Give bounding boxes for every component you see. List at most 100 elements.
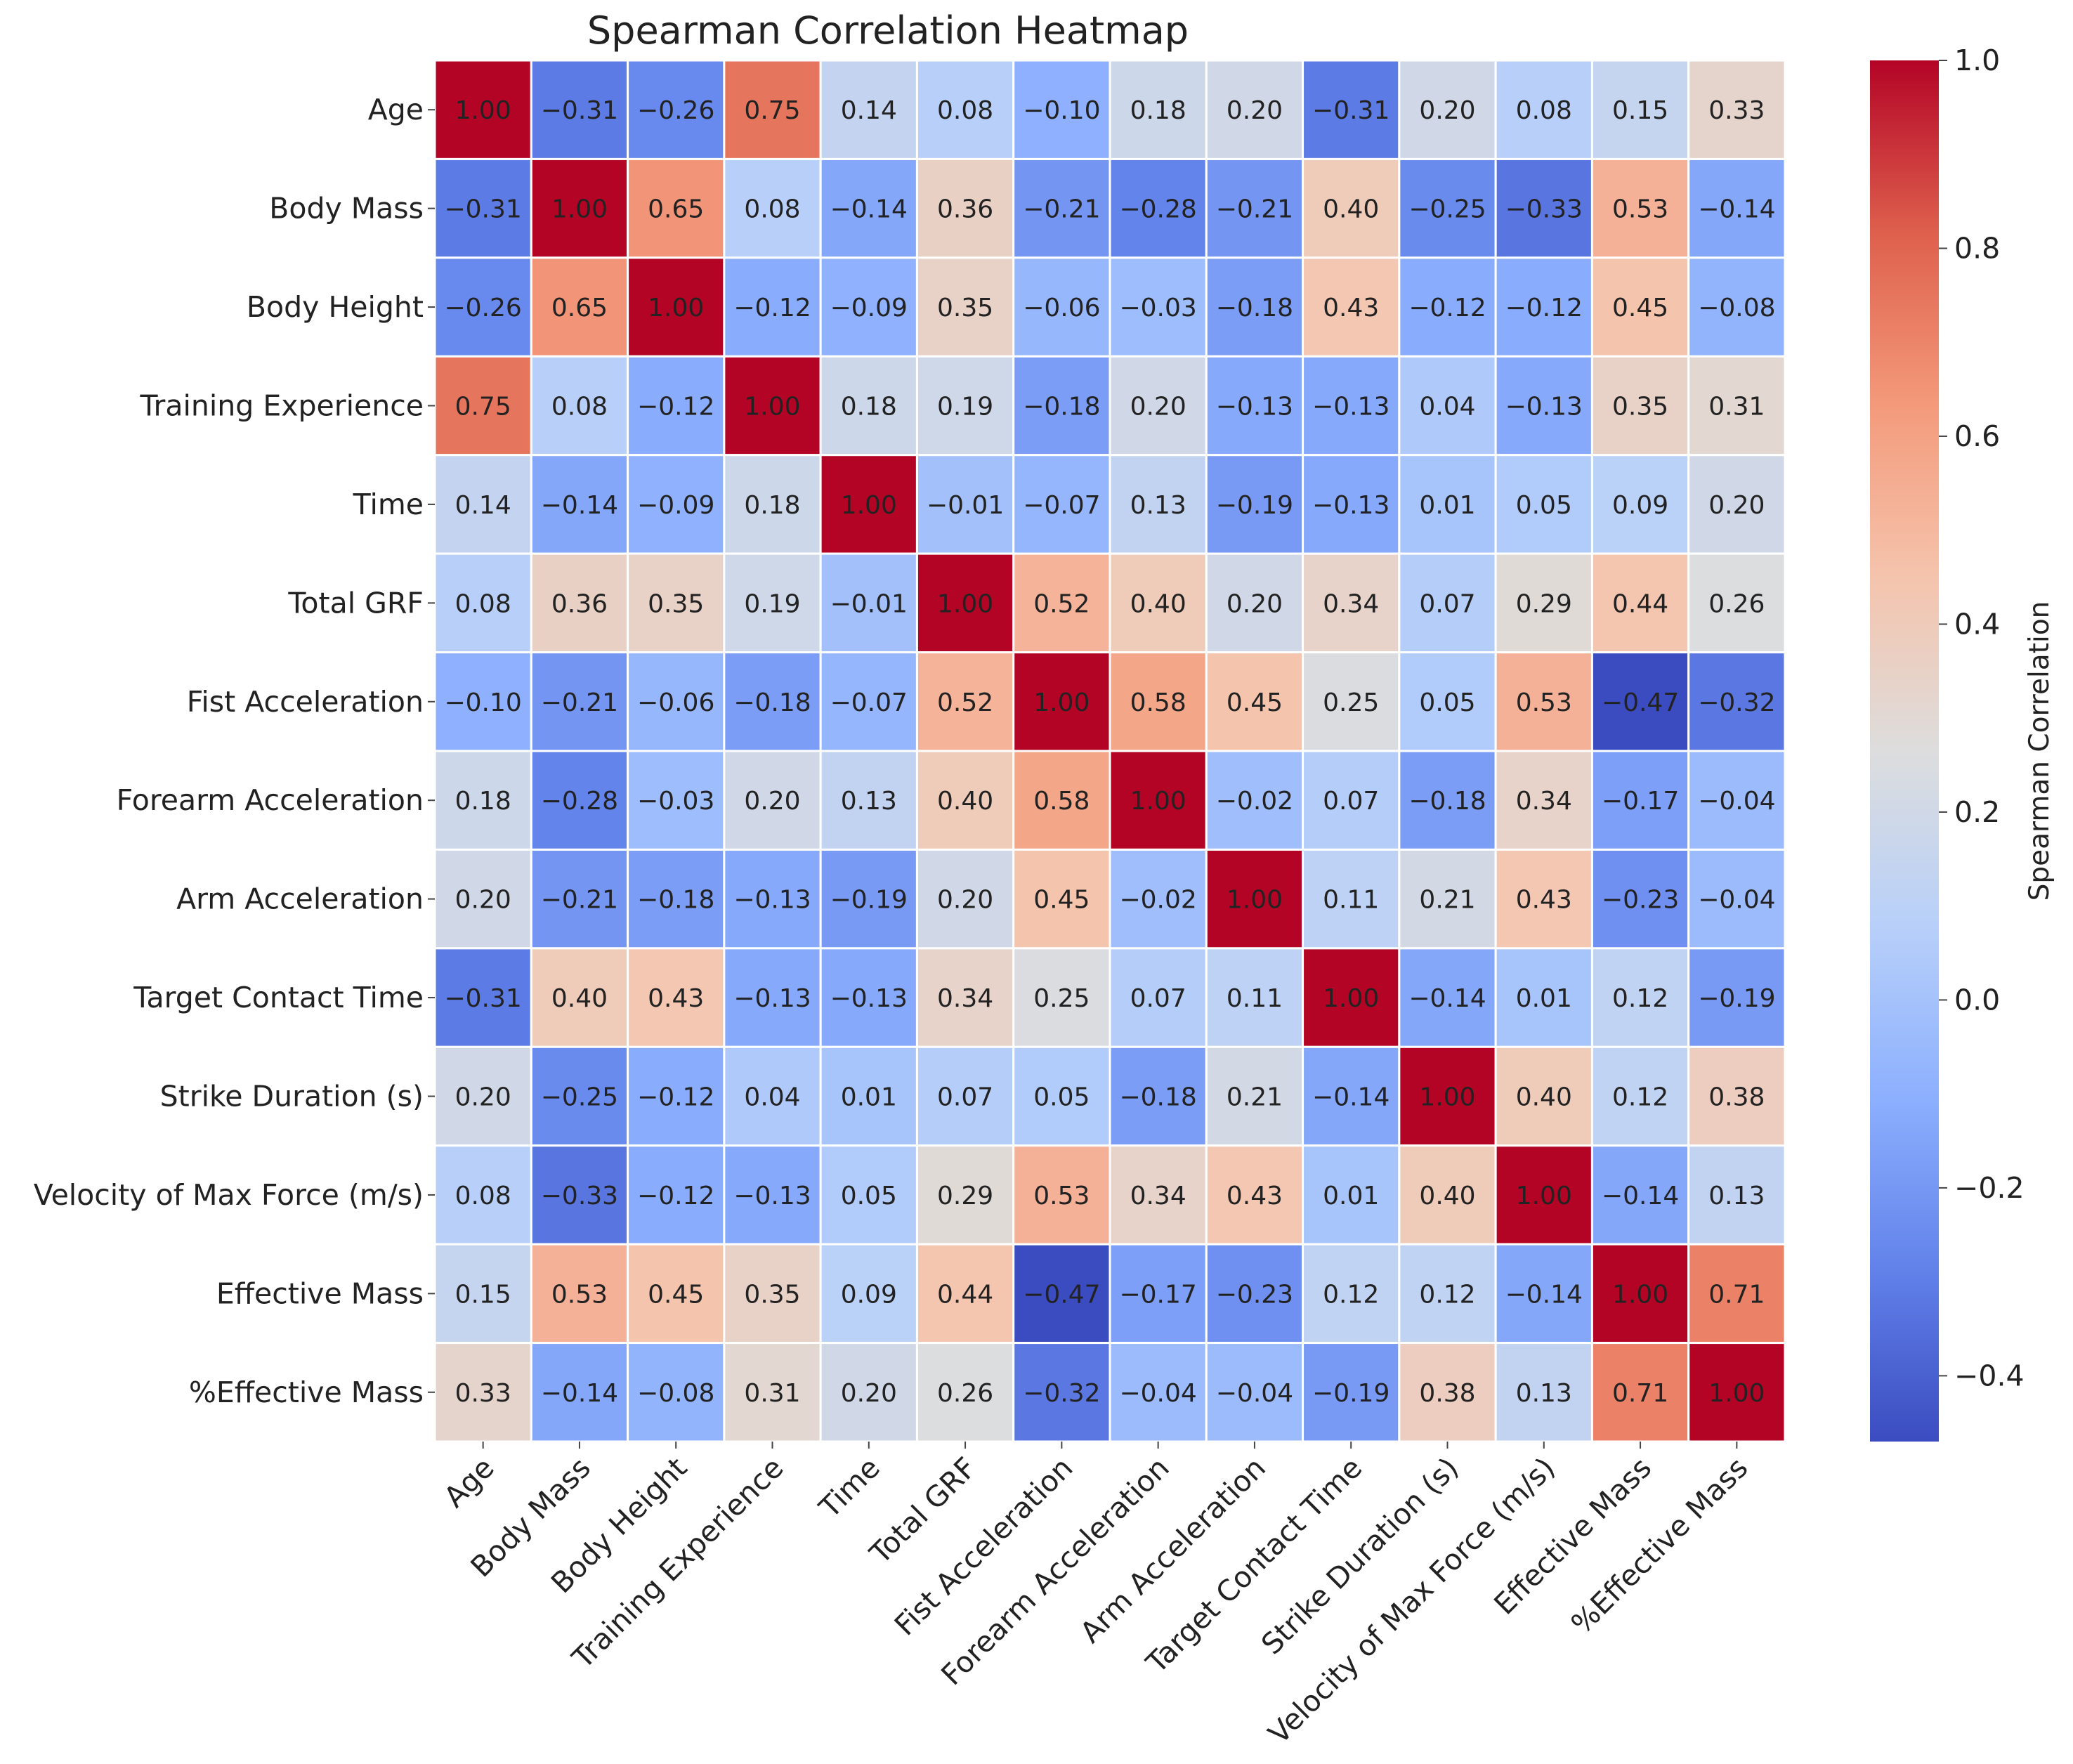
- cell-value: −0.01: [927, 491, 1004, 520]
- heatmap-cell: [1687, 1144, 1786, 1246]
- cell-value: 0.26: [1708, 589, 1765, 618]
- cell-value: 0.11: [1227, 984, 1283, 1013]
- cell-value: −0.19: [1312, 1379, 1389, 1408]
- heatmap-cell: [723, 355, 822, 457]
- cell-value: 0.43: [1227, 1182, 1283, 1210]
- cell-value: 1.00: [1612, 1280, 1668, 1309]
- cell-value: −0.17: [1602, 787, 1679, 816]
- cell-value: −0.21: [541, 688, 618, 717]
- cell-value: −0.32: [1023, 1379, 1100, 1408]
- heatmap-cell: [1494, 947, 1593, 1048]
- heatmap-cell: [433, 256, 532, 358]
- cell-value: 0.20: [1708, 491, 1765, 520]
- cell-value: −0.28: [1119, 195, 1196, 224]
- heatmap-cell: [1687, 157, 1786, 259]
- row-label: Age: [368, 93, 424, 126]
- cell-value: 1.00: [841, 491, 897, 520]
- row-label: Fist Acceleration: [187, 685, 424, 719]
- cell-value: 0.01: [841, 1083, 897, 1112]
- cell-value: 0.21: [1227, 1083, 1283, 1112]
- cell-value: 0.15: [1612, 96, 1668, 125]
- cell-value: −0.31: [444, 195, 521, 224]
- cell-value: −0.47: [1602, 688, 1679, 717]
- heatmap-cell: [1687, 552, 1786, 654]
- cell-value: −0.08: [1698, 294, 1775, 322]
- cell-value: 0.14: [841, 96, 897, 125]
- cell-value: 1.00: [1323, 984, 1379, 1013]
- cell-value: 0.43: [648, 984, 704, 1013]
- cell-value: 0.20: [1227, 96, 1283, 125]
- cell-value: −0.02: [1119, 886, 1196, 915]
- cell-value: 0.07: [1130, 984, 1186, 1013]
- cell-value: −0.12: [637, 1182, 714, 1210]
- heatmap-cell: [1205, 1342, 1304, 1443]
- cell-value: 0.15: [455, 1280, 511, 1309]
- cell-value: −0.25: [1408, 195, 1486, 224]
- row-label: Forearm Acceleration: [117, 783, 424, 817]
- cell-value: −0.14: [1505, 1280, 1583, 1309]
- heatmap-cell: [1109, 947, 1208, 1048]
- cell-value: 0.01: [1323, 1182, 1379, 1210]
- row-label: %Effective Mass: [189, 1376, 424, 1409]
- heatmap-cell: [723, 848, 822, 950]
- heatmap-cell: [1398, 1243, 1497, 1345]
- heatmap-cell: [1590, 552, 1690, 654]
- heatmap-cell: [1302, 1243, 1401, 1345]
- column-label: Arm Acceleration: [1073, 1451, 1272, 1649]
- cell-value: 0.71: [1708, 1280, 1765, 1309]
- column-label: Fist Acceleration: [888, 1451, 1079, 1642]
- cell-value: −0.02: [1216, 787, 1293, 816]
- row-label: Arm Acceleration: [176, 882, 424, 916]
- row-label: Body Mass: [269, 192, 424, 226]
- cell-value: −0.21: [1023, 195, 1100, 224]
- cell-value: −0.08: [637, 1379, 714, 1408]
- heatmap-cell: [723, 750, 822, 851]
- heatmap-cell: [1109, 157, 1208, 259]
- cell-value: 0.20: [744, 787, 800, 816]
- heatmap-cell: [915, 1144, 1015, 1246]
- cell-value: 0.07: [1419, 589, 1475, 618]
- heatmap-cell: [1205, 355, 1304, 457]
- heatmap-cell: [1109, 1243, 1208, 1345]
- cell-value: −0.14: [830, 195, 908, 224]
- heatmap-cell: [1205, 848, 1304, 950]
- heatmap-cell: [627, 848, 726, 950]
- cell-value: 0.40: [1419, 1182, 1475, 1210]
- cell-value: 0.34: [1323, 589, 1379, 618]
- cell-value: 0.21: [1419, 886, 1475, 915]
- cell-value: 0.20: [455, 886, 511, 915]
- heatmap-cell: [1205, 157, 1304, 259]
- cell-value: 0.05: [841, 1182, 897, 1210]
- heatmap-cell: [1012, 157, 1111, 259]
- heatmap-cell: [1590, 454, 1690, 555]
- cell-value: −0.13: [1216, 393, 1293, 422]
- column-label: Time: [812, 1451, 887, 1525]
- colorbar-tick-label: −0.4: [1954, 1359, 2025, 1392]
- cell-value: 1.00: [1708, 1379, 1765, 1408]
- cell-value: 0.53: [551, 1280, 608, 1309]
- cell-value: −0.03: [1119, 294, 1196, 322]
- heatmap-cell: [1205, 552, 1304, 654]
- heatmap-cell: [1494, 750, 1593, 851]
- cell-value: 0.25: [1033, 984, 1090, 1013]
- cell-value: 1.00: [551, 195, 608, 224]
- heatmap-cell: [1302, 59, 1401, 160]
- cell-value: 0.38: [1419, 1379, 1475, 1408]
- heatmap-cell: [1302, 848, 1401, 950]
- cell-value: 0.58: [1033, 787, 1090, 816]
- heatmap-cell: [530, 947, 629, 1048]
- cell-value: 0.53: [1033, 1182, 1090, 1210]
- cell-value: 0.45: [648, 1280, 704, 1309]
- cell-value: 0.40: [1130, 589, 1186, 618]
- cell-value: −0.13: [733, 886, 811, 915]
- heatmap-cell: [627, 157, 726, 259]
- cell-value: 0.31: [1708, 393, 1765, 422]
- cell-value: 0.36: [937, 195, 993, 224]
- cell-value: 1.00: [1516, 1182, 1572, 1210]
- heatmap-cell: [627, 256, 726, 358]
- heatmap-cell: [1398, 355, 1497, 457]
- chart-title: Spearman Correlation Heatmap: [587, 8, 1189, 53]
- cell-value: −0.12: [637, 393, 714, 422]
- heatmap-cell: [915, 355, 1015, 457]
